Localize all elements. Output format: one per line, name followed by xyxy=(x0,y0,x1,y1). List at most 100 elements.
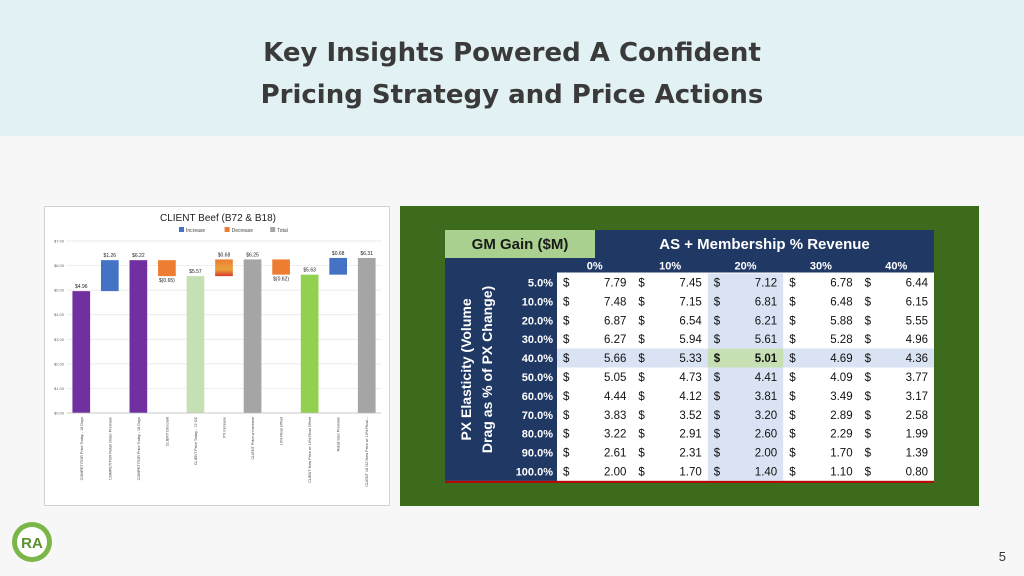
cell-value: 3.22 xyxy=(604,429,626,441)
cell-currency: $ xyxy=(563,277,570,289)
cell-currency: $ xyxy=(714,391,721,403)
cell-value: 7.48 xyxy=(604,296,626,308)
cell-value: 4.96 xyxy=(906,334,928,346)
column-label: 0% xyxy=(587,261,603,273)
cell-currency: $ xyxy=(865,353,872,365)
cell-value: 5.66 xyxy=(604,353,626,365)
row-label: 70.0% xyxy=(522,410,553,422)
cell-value: 2.89 xyxy=(830,410,852,422)
cell-value: 4.44 xyxy=(604,391,627,403)
x-tick-label: COMPETITOR Price Today - 16 Days xyxy=(137,417,141,480)
title-band xyxy=(0,0,1024,136)
cell-currency: $ xyxy=(638,296,645,308)
chart-title: CLIENT Beef (B72 & B18) xyxy=(160,213,276,224)
cell-currency: $ xyxy=(714,353,721,365)
cell-currency: $ xyxy=(714,334,721,346)
cell-currency: $ xyxy=(865,466,872,478)
cell-currency: $ xyxy=(714,410,721,422)
bar-data-label: $6.25 xyxy=(246,252,259,258)
x-tick-label: CLIENT Price w Increase xyxy=(251,417,255,460)
cell-value: 3.81 xyxy=(755,391,777,403)
row-label: 90.0% xyxy=(522,448,553,460)
row-label: 60.0% xyxy=(522,391,553,403)
cell-value: 6.54 xyxy=(679,315,702,327)
cell-currency: $ xyxy=(789,353,796,365)
legend-label-total: Total xyxy=(277,228,288,234)
cell-currency: $ xyxy=(638,315,645,327)
y-tick-label: $6.00 xyxy=(54,263,65,268)
x-tick-label: PX Increase xyxy=(223,417,227,438)
waterfall-bar xyxy=(300,274,319,413)
cell-value: 1.70 xyxy=(830,448,852,460)
waterfall-bar xyxy=(215,259,233,277)
waterfall-bar xyxy=(329,257,348,275)
cell-currency: $ xyxy=(865,277,872,289)
cell-value: 5.94 xyxy=(679,334,702,346)
waterfall-bar xyxy=(186,276,205,413)
cell-currency: $ xyxy=(563,296,570,308)
cell-value: 6.21 xyxy=(755,315,777,327)
cell-value: 5.88 xyxy=(830,315,852,327)
cell-currency: $ xyxy=(789,315,796,327)
cell-value: 6.48 xyxy=(830,296,852,308)
row-header-label-line-2: Drag as % of PX Change) xyxy=(479,286,495,453)
y-tick-label: $2.00 xyxy=(54,361,65,366)
cell-currency: $ xyxy=(638,448,645,460)
cell-value: 7.45 xyxy=(679,277,701,289)
cell-currency: $ xyxy=(563,372,570,384)
cell-value: 2.60 xyxy=(755,429,777,441)
cell-value: 4.36 xyxy=(906,353,928,365)
cell-value: 6.27 xyxy=(604,334,626,346)
cell-value: 4.69 xyxy=(830,353,852,365)
cell-currency: $ xyxy=(714,448,721,460)
column-header-cell xyxy=(595,230,934,258)
cell-currency: $ xyxy=(865,429,872,441)
cell-currency: $ xyxy=(714,429,721,441)
cell-value: 2.91 xyxy=(679,429,701,441)
cell-value: 4.09 xyxy=(830,372,852,384)
cell-value: 2.61 xyxy=(604,448,626,460)
y-tick-label: $0.00 xyxy=(54,411,65,416)
cell-value: 6.15 xyxy=(906,296,928,308)
x-tick-label: COMPETITOR Price Today - 16 Days xyxy=(80,417,84,480)
cell-value: 5.05 xyxy=(604,372,626,384)
row-label: 50.0% xyxy=(522,372,553,384)
highlight-column-band xyxy=(707,273,784,481)
cell-value: 4.41 xyxy=(755,372,777,384)
cell-currency: $ xyxy=(865,391,872,403)
row-label: 100.0% xyxy=(516,466,554,478)
cell-currency: $ xyxy=(714,296,721,308)
bar-data-label: $5.63 xyxy=(303,268,316,274)
legend-label-decrease: Decrease xyxy=(232,228,254,234)
cell-value: 5.01 xyxy=(755,353,778,365)
page-number: 5 xyxy=(998,549,1006,564)
cell-value: 1.70 xyxy=(679,466,701,478)
row-label: 5.0% xyxy=(528,277,553,289)
waterfall-chart-panel: CLIENT Beef (B72 & B18) Increase Decrease T… xyxy=(44,206,390,506)
cell-currency: $ xyxy=(563,448,570,460)
y-tick-label: $7.00 xyxy=(54,239,65,244)
x-tick-label: 10% Rival Offset xyxy=(280,416,284,445)
cell-value: 3.52 xyxy=(679,410,701,422)
legend-swatch-total xyxy=(270,227,276,232)
legend-swatch-increase xyxy=(179,227,184,232)
cell-value: 2.31 xyxy=(679,448,701,460)
bar-data-label: $4.96 xyxy=(75,284,88,290)
cell-currency: $ xyxy=(563,410,570,422)
x-tick-label: CLIENT New Price w/ 10% Rival Offset xyxy=(308,416,312,483)
logo-text: RA xyxy=(21,535,43,552)
column-labels-bg xyxy=(557,258,934,273)
cell-currency: $ xyxy=(714,372,721,384)
cell-currency: $ xyxy=(563,429,570,441)
x-tick-label: Retail Size Premium xyxy=(337,417,341,451)
column-label: 30% xyxy=(810,261,832,273)
bar-data-label: $0.68 xyxy=(332,251,345,257)
cell-currency: $ xyxy=(638,353,645,365)
cell-value: 7.12 xyxy=(755,277,777,289)
bar-data-label: $6.22 xyxy=(132,253,145,259)
slide-title-line-2: Pricing Strategy and Price Actions xyxy=(260,80,764,110)
cell-value: 1.40 xyxy=(755,466,777,478)
x-tick-label: CLIENT 18 OZ New Price w/ 10% Rival... xyxy=(365,417,369,487)
cell-value: 2.29 xyxy=(830,429,852,441)
